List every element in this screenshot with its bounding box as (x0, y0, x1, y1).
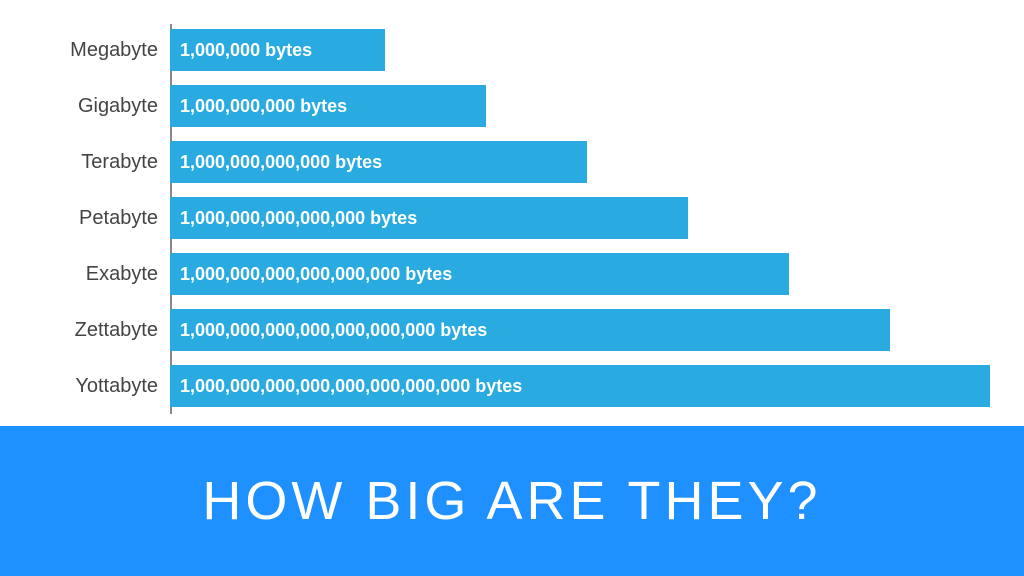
byte-size-chart: Megabyte 1,000,000 bytes Gigabyte 1,000,… (60, 24, 1000, 424)
chart-row: Yottabyte 1,000,000,000,000,000,000,000,… (60, 360, 1000, 412)
bar-zettabyte: 1,000,000,000,000,000,000,000 bytes (170, 309, 890, 351)
bar-value-label: 1,000,000,000,000,000,000,000 bytes (180, 320, 487, 341)
chart-row: Exabyte 1,000,000,000,000,000,000 bytes (60, 248, 1000, 300)
bar-petabyte: 1,000,000,000,000,000 bytes (170, 197, 688, 239)
bar-value-label: 1,000,000,000,000,000,000,000,000 bytes (180, 376, 522, 397)
bar-value-label: 1,000,000 bytes (180, 40, 312, 61)
bar-terabyte: 1,000,000,000,000 bytes (170, 141, 587, 183)
category-label: Terabyte (60, 151, 170, 174)
bar-exabyte: 1,000,000,000,000,000,000 bytes (170, 253, 789, 295)
bar-value-label: 1,000,000,000,000,000 bytes (180, 208, 417, 229)
chart-row: Terabyte 1,000,000,000,000 bytes (60, 136, 1000, 188)
chart-row: Megabyte 1,000,000 bytes (60, 24, 1000, 76)
footer-title: HOW BIG ARE THEY? (202, 470, 821, 532)
footer-banner: HOW BIG ARE THEY? (0, 426, 1024, 576)
category-label: Yottabyte (60, 375, 170, 398)
bar-yottabyte: 1,000,000,000,000,000,000,000,000 bytes (170, 365, 990, 407)
bar-gigabyte: 1,000,000,000 bytes (170, 85, 486, 127)
category-label: Exabyte (60, 263, 170, 286)
chart-row: Petabyte 1,000,000,000,000,000 bytes (60, 192, 1000, 244)
bar-value-label: 1,000,000,000 bytes (180, 96, 347, 117)
bar-megabyte: 1,000,000 bytes (170, 29, 385, 71)
category-label: Gigabyte (60, 95, 170, 118)
category-label: Petabyte (60, 207, 170, 230)
category-label: Zettabyte (60, 319, 170, 342)
chart-row: Gigabyte 1,000,000,000 bytes (60, 80, 1000, 132)
bar-value-label: 1,000,000,000,000 bytes (180, 152, 382, 173)
bar-value-label: 1,000,000,000,000,000,000 bytes (180, 264, 452, 285)
slide: Megabyte 1,000,000 bytes Gigabyte 1,000,… (0, 0, 1024, 576)
category-label: Megabyte (60, 39, 170, 62)
chart-row: Zettabyte 1,000,000,000,000,000,000,000 … (60, 304, 1000, 356)
